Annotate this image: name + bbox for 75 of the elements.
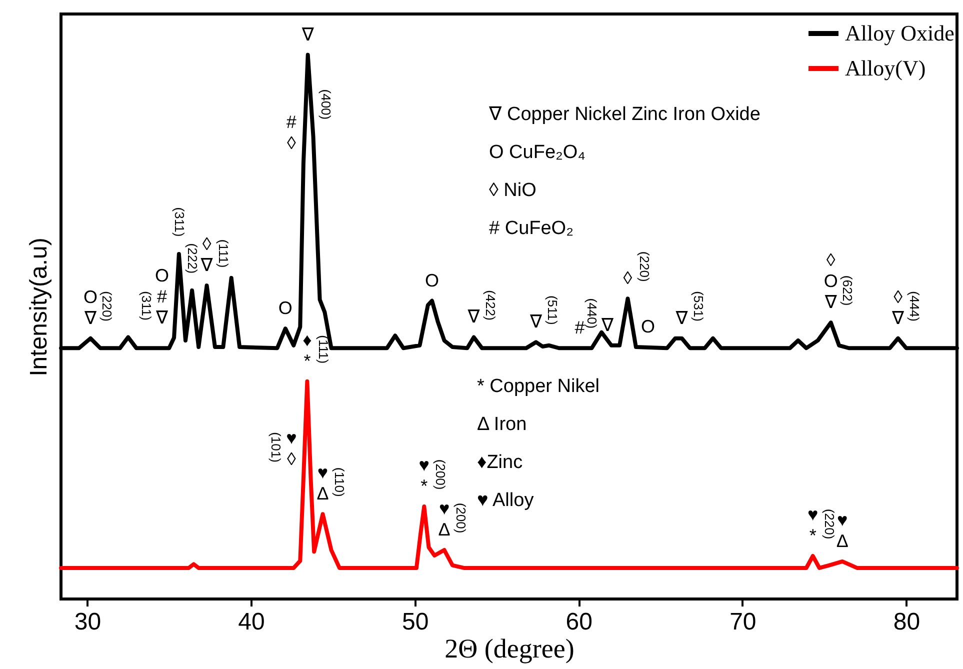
annotation: ◊ NiO — [489, 180, 536, 201]
annotation: (200) — [453, 502, 468, 534]
annotation: O — [155, 265, 170, 286]
annotation: O — [425, 270, 440, 290]
legend-label: Alloy(V) — [845, 56, 926, 80]
annotation: ♦Zinc — [477, 452, 523, 473]
x-tick-label: 30 — [74, 608, 102, 636]
y-axis-title: Intensity(a.u) — [26, 238, 52, 376]
annotation: ∇ — [466, 306, 481, 327]
annotation: ◊ — [826, 250, 836, 270]
annotation: ◊ — [894, 286, 903, 307]
x-tick-label: 50 — [402, 608, 429, 636]
x-tick-label: 70 — [730, 608, 756, 636]
annotation: ∇ — [824, 292, 838, 312]
annotation: O — [640, 316, 655, 337]
annotation: Δ — [316, 484, 329, 504]
annotation: (111) — [316, 335, 332, 364]
annotation: # — [574, 318, 585, 338]
annotation: (220) — [99, 291, 114, 322]
annotation: ♥ — [286, 428, 297, 448]
annotation: ♦ — [302, 330, 312, 350]
annotation: (444) — [907, 291, 922, 322]
annotation: (311) — [139, 291, 154, 320]
x-tick-label: 60 — [566, 608, 592, 636]
annotation: (220) — [636, 251, 652, 282]
annotation: (311) — [172, 207, 187, 237]
annotation: (422) — [482, 290, 498, 320]
annotation: ◊ — [202, 234, 212, 254]
annotation: (400) — [318, 89, 334, 120]
annotation: ♥ — [438, 498, 450, 519]
annotation: (531) — [690, 291, 706, 322]
annotation: Δ — [836, 530, 848, 551]
annotation: (110) — [332, 467, 347, 497]
annotation: (111) — [216, 239, 231, 268]
annotation: ◊ — [623, 268, 632, 288]
annotation: * — [809, 526, 816, 546]
annotation: O — [278, 298, 292, 318]
annotation: ♥ — [418, 454, 430, 475]
annotation: (511) — [545, 295, 560, 325]
annotation: * — [304, 350, 311, 371]
annotation: Δ — [438, 520, 450, 540]
annotation: ∇ Copper Nickel Zinc Iron Oxide — [488, 104, 760, 125]
annotation: O — [83, 286, 98, 307]
annotation: ◊ — [286, 133, 296, 154]
x-tick-label: 40 — [238, 608, 265, 636]
annotation: ◊ — [286, 448, 296, 469]
annotation: O CuFe₂O₄ — [489, 142, 586, 163]
x-tick-label: 80 — [893, 608, 920, 636]
annotation: (622) — [840, 275, 855, 306]
annotation: * — [420, 476, 428, 496]
annotation: (101) — [268, 432, 284, 462]
annotation: ♥ — [808, 504, 818, 525]
annotation: # — [157, 286, 168, 306]
annotation: ♥ — [836, 510, 848, 530]
legend-label: Alloy Oxide — [845, 20, 954, 46]
x-axis-title: 2Θ (degree) — [444, 634, 574, 664]
annotation: ♥ — [317, 462, 328, 483]
annotation: ∇ — [155, 307, 169, 328]
annotation: ♥ Alloy — [477, 490, 534, 511]
annotation: ∇ — [529, 312, 544, 332]
annotation: ∇ — [674, 308, 689, 328]
annotation: ∇ — [600, 314, 615, 335]
annotation: ∇ — [200, 255, 214, 276]
annotation: # CuFeO₂ — [489, 218, 574, 239]
annotation: (200) — [433, 459, 448, 490]
annotation: ∇ — [83, 308, 98, 328]
annotation: ∇ — [300, 24, 315, 44]
annotation: (440) — [584, 298, 600, 329]
annotation: ∇ — [891, 308, 906, 328]
annotation: O — [824, 271, 838, 292]
annotation: * Copper Nikel — [477, 376, 600, 397]
annotation: # — [286, 112, 296, 132]
annotation: Δ Iron — [477, 414, 527, 435]
annotation: (220) — [822, 508, 837, 540]
annotation: (222) — [185, 243, 200, 274]
